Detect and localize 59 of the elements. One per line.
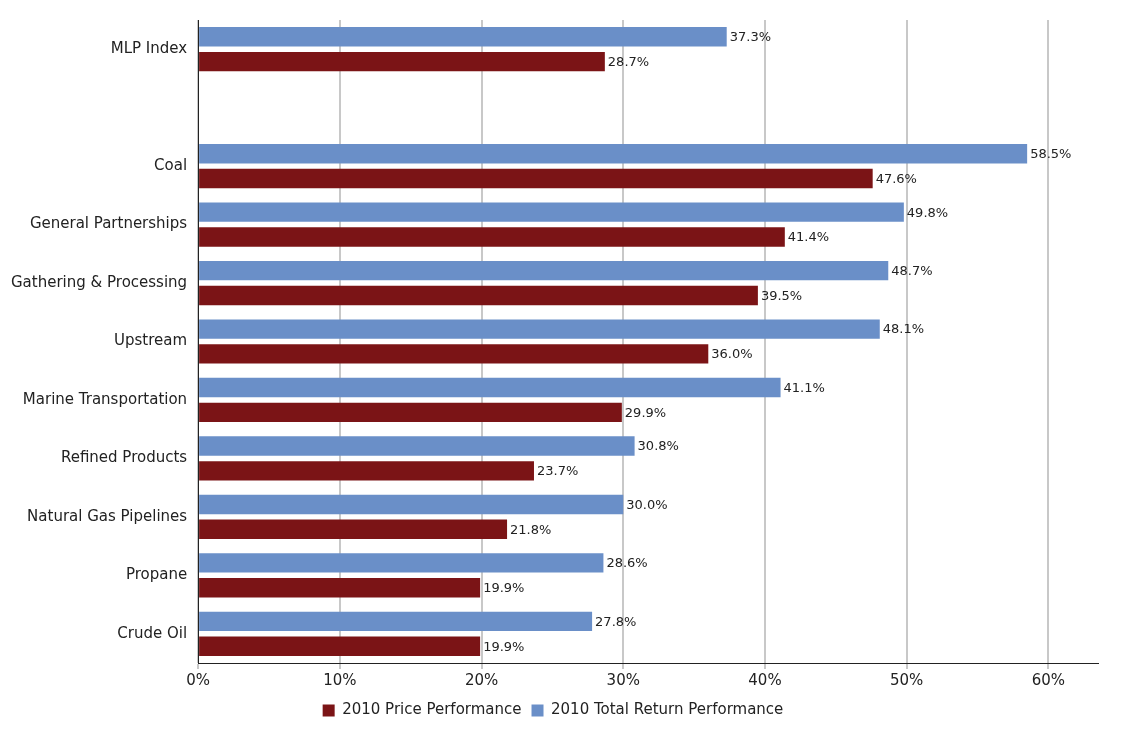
y-tick-label: Natural Gas Pipelines (27, 506, 188, 525)
bar (199, 144, 1028, 164)
legend-label: 2010 Price Performance (342, 700, 522, 719)
data-label: 30.8% (637, 438, 679, 454)
bar (199, 168, 873, 189)
bar (199, 344, 709, 364)
x-tick-label: 40% (748, 670, 782, 689)
data-label: 27.8% (595, 613, 637, 629)
x-tick-label: 10% (323, 670, 357, 689)
data-label: 41.4% (787, 229, 830, 245)
data-label: 30.0% (626, 496, 668, 512)
y-tick-label: Crude Oil (117, 623, 188, 642)
bar (199, 436, 635, 456)
bar (199, 227, 785, 247)
data-label: 29.9% (624, 404, 667, 420)
bar (199, 260, 889, 281)
y-tick-label: Refined Products (60, 448, 188, 467)
y-tick-label: Gathering & Processing (10, 272, 188, 291)
y-tick-label: General Partnerships (29, 214, 188, 233)
data-label: 19.9% (483, 638, 525, 654)
bar (199, 636, 481, 656)
bar (199, 578, 481, 598)
data-label: 21.8% (510, 521, 552, 537)
bar (199, 553, 604, 573)
data-label: 37.3% (729, 29, 772, 45)
y-tick-label: Marine Transportation (22, 389, 188, 408)
data-label: 39.5% (760, 287, 803, 303)
y-tick-label: Coal (154, 156, 188, 175)
data-label: 28.6% (606, 555, 648, 571)
bar (199, 402, 622, 423)
legend-label: 2010 Total Return Performance (551, 700, 784, 719)
y-tick-label: Propane (125, 565, 188, 584)
data-label: 48.7% (891, 263, 933, 278)
bar (199, 202, 904, 222)
data-label: 49.8% (906, 204, 949, 220)
bar (199, 27, 727, 47)
x-tick-label: 0% (186, 670, 211, 689)
data-label: 28.7% (607, 54, 650, 70)
bar (199, 461, 534, 481)
y-tick-label: MLP Index (110, 39, 188, 58)
bar (199, 319, 880, 339)
data-label: 41.1% (783, 379, 825, 395)
data-label: 58.5% (1030, 146, 1072, 162)
x-tick-label: 30% (606, 670, 640, 689)
bar (199, 494, 624, 515)
data-label: 23.7% (536, 463, 579, 479)
data-label: 48.1% (882, 321, 925, 337)
x-tick-label: 50% (890, 670, 924, 689)
data-label: 47.6% (875, 170, 917, 186)
y-tick-label: Upstream (114, 331, 188, 350)
bar (199, 519, 508, 539)
data-label: 36.0% (711, 346, 753, 362)
x-tick-label: 20% (464, 670, 499, 689)
x-tick-label: 60% (1031, 670, 1066, 689)
bar (199, 611, 593, 632)
bar (199, 377, 781, 398)
data-label: 19.9% (483, 580, 525, 596)
bar (199, 51, 605, 72)
bar (199, 285, 758, 306)
